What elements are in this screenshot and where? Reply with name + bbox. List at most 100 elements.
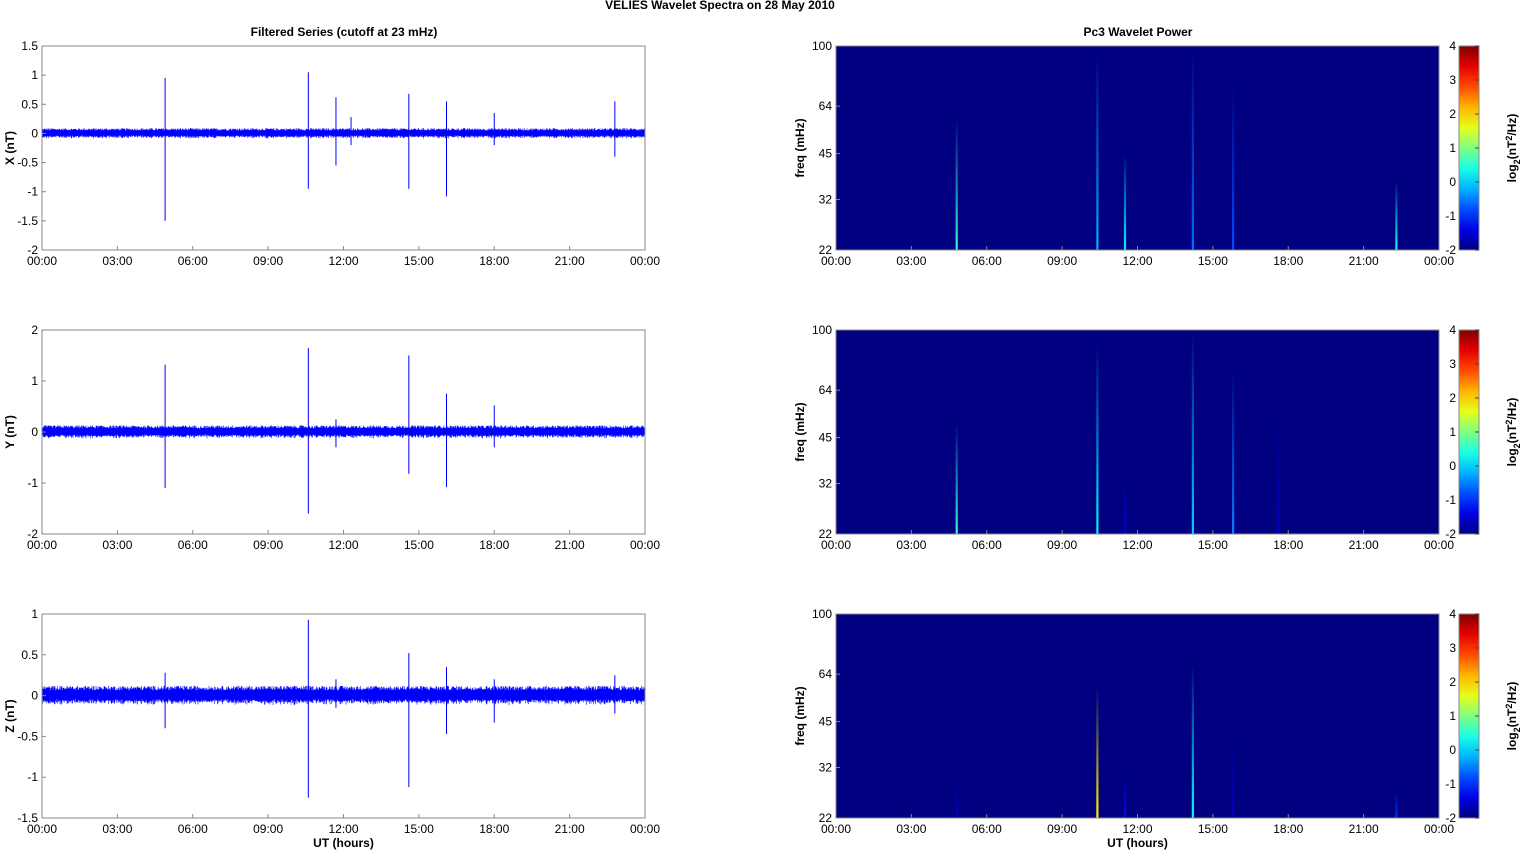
power-streak-5 (1395, 179, 1398, 250)
x-tick-label: 00:00 (630, 822, 660, 836)
plot-area (42, 46, 645, 250)
right-column-title: Pc3 Wavelet Power (1084, 25, 1193, 39)
power-streak-5 (1395, 790, 1398, 818)
y-tick-label: 0.5 (21, 97, 38, 111)
figure-suptitle: VELIES Wavelet Spectra on 28 May 2010 (605, 0, 835, 12)
x-tick-label: 09:00 (1047, 538, 1077, 552)
x-tick-label: 21:00 (555, 538, 585, 552)
y-axis-label: Y (nT) (3, 415, 17, 449)
y-tick-label: 0.5 (21, 648, 38, 662)
y-tick-label: -1.5 (17, 214, 38, 228)
timeseries-z-panel: 1 0.5 0 -0.5 -1 -1.5 Z (nT) 00:00 03:00 06:00 09:0… (3, 607, 660, 850)
x-tick-label: 06:00 (972, 538, 1002, 552)
y-tick-label: 0 (31, 425, 38, 439)
y-tick-label: 32 (819, 193, 833, 207)
colorbar-tick-label: 3 (1449, 73, 1456, 87)
x-tick-label: 21:00 (555, 254, 585, 268)
x-tick-label: 18:00 (479, 822, 509, 836)
power-streak-0 (955, 776, 958, 818)
power-streak-4 (1231, 737, 1235, 818)
x-tick-label: 00:00 (1424, 822, 1454, 836)
power-streak-1 (1096, 52, 1099, 250)
x-tick-label: 15:00 (1198, 254, 1228, 268)
x-tick-label: 15:00 (404, 254, 434, 268)
heatmap-background (836, 614, 1439, 818)
y-tick-label: 64 (819, 667, 833, 681)
y-tick-label: 100 (812, 607, 832, 621)
power-streak-0 (955, 119, 958, 250)
y-tick-label: 1.5 (21, 39, 38, 53)
label-part: (nT (1505, 140, 1519, 159)
y-tick-label: 0 (31, 126, 38, 140)
left-column-title: Filtered Series (cutoff at 23 mHz) (251, 25, 438, 39)
x-tick-label: 18:00 (1273, 822, 1303, 836)
x-tick-label: 18:00 (479, 538, 509, 552)
y-tick-label: -1 (27, 770, 38, 784)
x-axis-label: UT (hours) (313, 836, 374, 850)
y-tick-label: 1 (31, 374, 38, 388)
x-tick-label: 03:00 (896, 538, 926, 552)
label-subscript: 2 (1512, 443, 1522, 448)
x-tick-label: 00:00 (27, 538, 57, 552)
label-part: /Hz) (1505, 114, 1519, 136)
x-axis-label: UT (hours) (1107, 836, 1168, 850)
x-tick-label: 12:00 (328, 822, 358, 836)
colorbar-tick-label: 1 (1449, 425, 1456, 439)
y-tick-label: 45 (819, 715, 833, 729)
x-tick-label: 03:00 (102, 538, 132, 552)
y-tick-label: -1 (27, 185, 38, 199)
colorbar-tick-label: 3 (1449, 641, 1456, 655)
y-tick-label: 32 (819, 477, 833, 491)
y-tick-label: 32 (819, 761, 833, 775)
x-tick-label: 09:00 (253, 822, 283, 836)
x-tick-label: 00:00 (27, 822, 57, 836)
power-streak-4 (1231, 368, 1235, 534)
timeseries-y-panel: 2 1 0 -1 -2 Y (nT) 00:00 03:00 06:00 09:00 12:00 15… (3, 323, 660, 552)
y-axis-label: Z (nT) (3, 699, 17, 732)
colorbar-tick-label: 4 (1449, 607, 1456, 621)
x-tick-label: 21:00 (1349, 254, 1379, 268)
colorbar-tick-label: 3 (1449, 357, 1456, 371)
label-superscript: 2 (1504, 704, 1514, 709)
colorbar-tick-label: 4 (1449, 323, 1456, 337)
y-tick-label: 100 (812, 323, 832, 337)
label-superscript: 2 (1504, 136, 1514, 141)
power-streak-1 (1096, 687, 1099, 818)
colorbar-tick-label: -2 (1445, 527, 1456, 541)
x-tick-label: 03:00 (102, 254, 132, 268)
x-tick-label: 12:00 (1122, 254, 1152, 268)
label-subscript: 2 (1512, 727, 1522, 732)
x-tick-label: 15:00 (404, 822, 434, 836)
y-axis-label: X (nT) (3, 131, 17, 165)
y-tick-label: 22 (819, 243, 833, 257)
x-tick-label: 06:00 (178, 822, 208, 836)
x-tick-label: 18:00 (1273, 254, 1303, 268)
y-axis-label: freq (mHz) (793, 402, 807, 461)
x-tick-label: 00:00 (630, 254, 660, 268)
x-tick-label: 03:00 (896, 254, 926, 268)
x-tick-label: 15:00 (1198, 822, 1228, 836)
x-tick-label: 21:00 (555, 822, 585, 836)
colorbar-tick-label: 0 (1449, 175, 1456, 189)
y-tick-label: 45 (819, 431, 833, 445)
power-streak-3 (1191, 330, 1194, 534)
y-tick-label: 22 (819, 527, 833, 541)
timeseries-x-panel: 1.5 1 0.5 0 -0.5 -1 -1.5 -2 X (nT) 00:00 03:00 06:0… (3, 39, 660, 268)
y-tick-label: -0.5 (17, 729, 38, 743)
label-superscript: 2 (1504, 420, 1514, 425)
y-tick-label: 0 (31, 689, 38, 703)
label-part: /Hz) (1505, 398, 1519, 420)
power-streak-2 (1123, 776, 1127, 818)
x-tick-label: 12:00 (1122, 538, 1152, 552)
colorbar-tick-label: 1 (1449, 141, 1456, 155)
label-subscript: 2 (1512, 159, 1522, 164)
y-tick-label: -0.5 (17, 156, 38, 170)
x-tick-label: 06:00 (178, 538, 208, 552)
colorbar-tick-label: -2 (1445, 811, 1456, 825)
x-tick-label: 12:00 (1122, 822, 1152, 836)
x-tick-label: 06:00 (972, 254, 1002, 268)
x-tick-label: 15:00 (404, 538, 434, 552)
colorbar-tick-label: -1 (1445, 493, 1456, 507)
